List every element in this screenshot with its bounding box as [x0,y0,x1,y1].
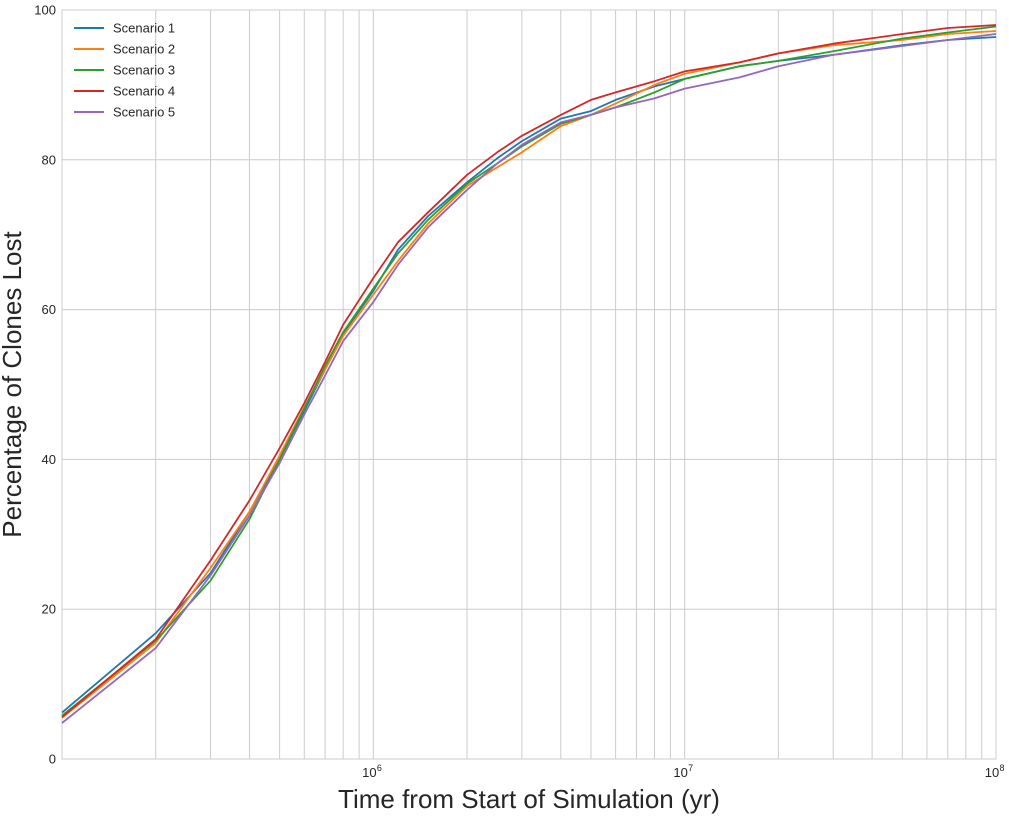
legend-label: Scenario 2 [113,42,175,57]
series-lines [61,24,997,724]
x-tick-label-exponent: 6 [377,763,382,773]
x-axis-label: Time from Start of Simulation (yr) [338,784,720,814]
grid-lines [62,10,996,759]
x-tick-label: 10 [673,765,687,780]
legend-label: Scenario 3 [113,63,175,78]
y-tick-label: 100 [34,3,56,18]
x-tick-label-exponent: 7 [688,763,693,773]
plot-frame [61,9,997,760]
series-line-2 [61,30,997,719]
x-tick-label-exponent: 8 [999,763,1004,773]
series-line-5 [61,33,997,724]
x-tick-label: 10 [985,765,999,780]
y-tick-label: 0 [49,752,56,767]
legend: Scenario 1 Scenario 2 Scenario 3 Scenario 4… [74,21,175,120]
x-tick-label: 10 [362,765,376,780]
series-line-3 [61,25,997,717]
legend-label: Scenario 4 [113,84,175,99]
legend-label: Scenario 5 [113,105,175,120]
y-axis-label: Percentage of Clones Lost [0,231,27,538]
series-line-1 [61,36,997,714]
series-line-4 [61,24,997,718]
legend-label: Scenario 1 [113,21,175,36]
y-tick-label: 80 [42,152,56,167]
y-tick-label: 40 [42,452,56,467]
y-tick-label: 60 [42,302,56,317]
y-tick-label: 20 [42,602,56,617]
